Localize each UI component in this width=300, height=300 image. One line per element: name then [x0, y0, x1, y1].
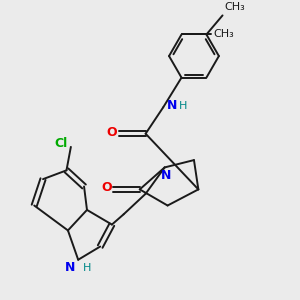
Text: O: O: [102, 182, 112, 194]
Text: O: O: [106, 126, 117, 139]
Text: CH₃: CH₃: [224, 2, 245, 12]
Text: H: H: [82, 263, 91, 273]
Text: Cl: Cl: [55, 137, 68, 151]
Text: N: N: [65, 261, 75, 274]
Text: N: N: [161, 169, 171, 182]
Text: H: H: [179, 101, 188, 111]
Text: N: N: [167, 99, 177, 112]
Text: CH₃: CH₃: [214, 29, 235, 40]
